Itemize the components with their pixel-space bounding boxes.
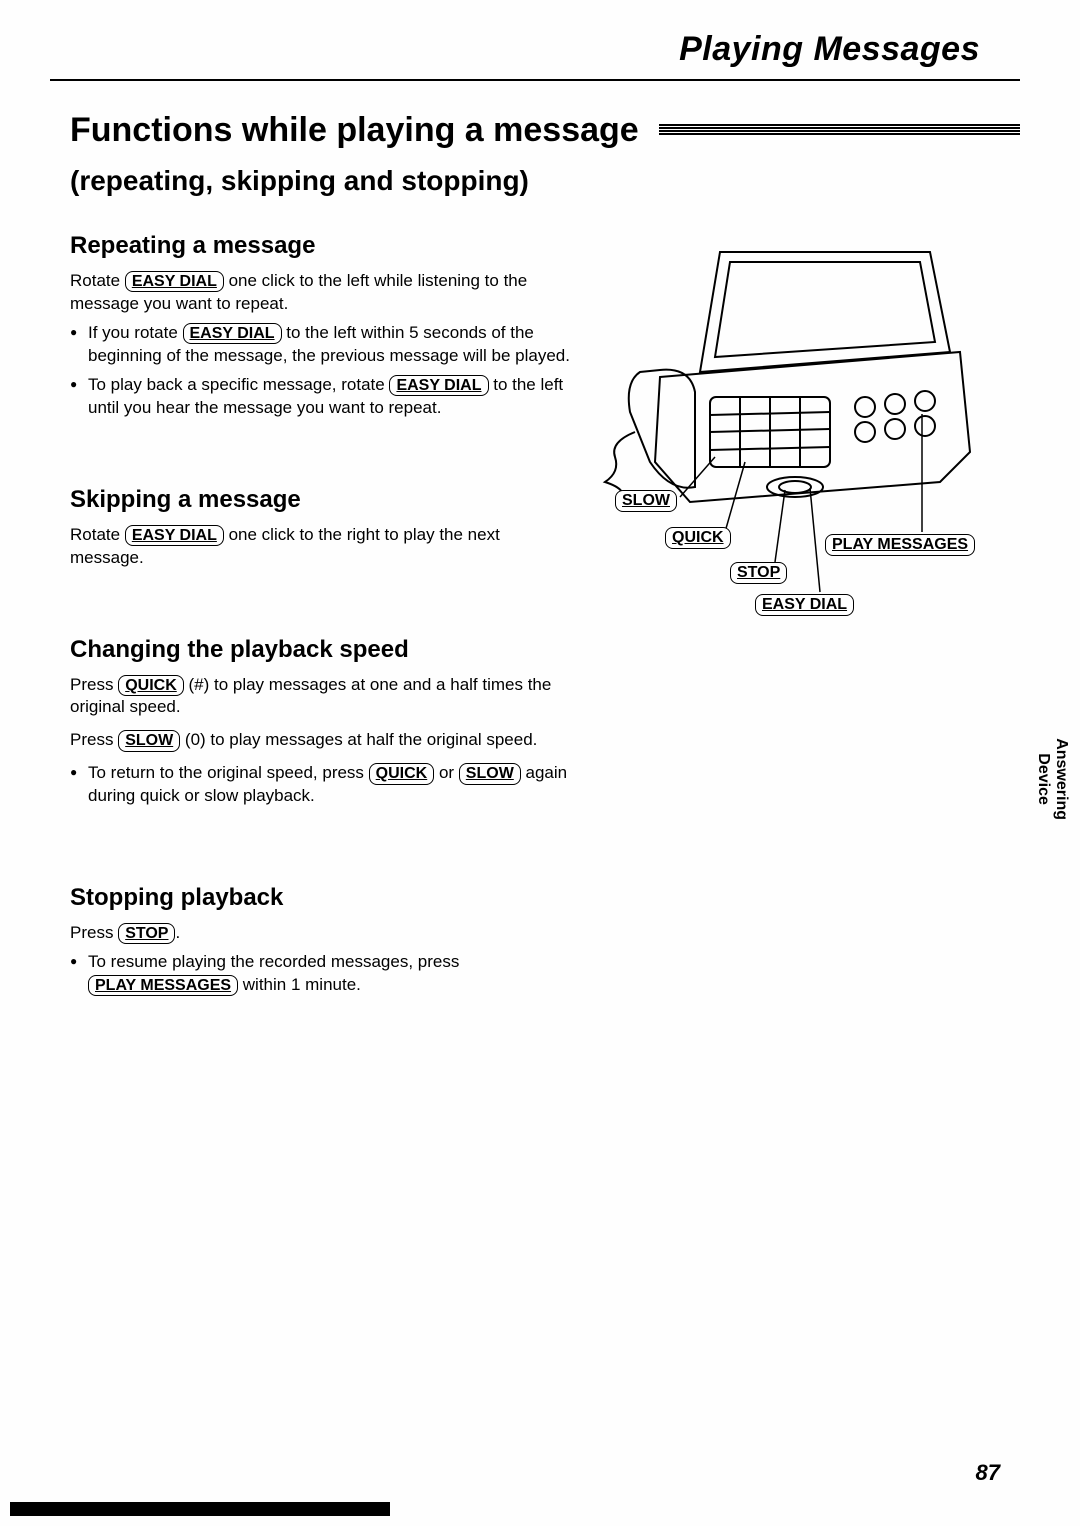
side-tab: Answering Device xyxy=(1034,738,1070,820)
speed-p1: Press QUICK (#) to play messages at one … xyxy=(70,674,570,720)
easy-dial-keycap: EASY DIAL xyxy=(125,271,224,292)
title-rule-icon xyxy=(659,124,1020,138)
callout-play-messages: PLAY MESSAGES xyxy=(825,534,975,556)
callout-quick: QUICK xyxy=(665,527,731,549)
repeating-intro: Rotate EASY DIAL one click to the left w… xyxy=(70,270,570,316)
side-tab-line2: Device xyxy=(1035,753,1052,805)
heading-repeating: Repeating a message xyxy=(70,232,570,260)
quick-keycap: QUICK xyxy=(369,763,435,784)
speed-bullet-1: To return to the original speed, press Q… xyxy=(70,762,570,808)
quick-keycap: QUICK xyxy=(118,675,184,696)
fax-machine-diagram: SLOW QUICK STOP EASY DIAL PLAY MESSAGES xyxy=(600,232,1000,632)
slow-keycap: SLOW xyxy=(118,730,180,751)
diagram-column: SLOW QUICK STOP EASY DIAL PLAY MESSAGES xyxy=(600,232,1020,1003)
slow-keycap: SLOW xyxy=(459,763,521,784)
main-title-row: Functions while playing a message xyxy=(70,111,1020,150)
stop-keycap: STOP xyxy=(118,923,175,944)
text-fragment: . xyxy=(175,923,180,942)
content-columns: Repeating a message Rotate EASY DIAL one… xyxy=(70,232,1020,1003)
subtitle: (repeating, skipping and stopping) xyxy=(70,165,1020,197)
heading-stopping: Stopping playback xyxy=(70,884,570,912)
horizontal-rule xyxy=(50,79,1020,81)
page-number: 87 xyxy=(976,1460,1000,1486)
callout-stop: STOP xyxy=(730,562,787,584)
easy-dial-keycap: EASY DIAL xyxy=(183,323,282,344)
text-fragment: within 1 minute. xyxy=(238,975,361,994)
skipping-intro: Rotate EASY DIAL one click to the right … xyxy=(70,524,570,570)
stopping-bullet-1: To resume playing the recorded messages,… xyxy=(70,951,570,997)
text-fragment: Rotate xyxy=(70,271,125,290)
text-fragment: To resume playing the recorded messages,… xyxy=(88,952,459,971)
repeating-bullet-2: To play back a specific message, rotate … xyxy=(70,374,570,420)
text-column: Repeating a message Rotate EASY DIAL one… xyxy=(70,232,570,1003)
fax-machine-icon xyxy=(600,232,1000,632)
callout-slow: SLOW xyxy=(615,490,677,512)
text-fragment: Press xyxy=(70,675,118,694)
easy-dial-keycap: EASY DIAL xyxy=(389,375,488,396)
text-fragment: If you rotate xyxy=(88,323,183,342)
repeating-bullet-1: If you rotate EASY DIAL to the left with… xyxy=(70,322,570,368)
play-messages-keycap: PLAY MESSAGES xyxy=(88,975,238,996)
text-fragment: (0) to play messages at half the origina… xyxy=(180,730,537,749)
text-fragment: To play back a specific message, rotate xyxy=(88,375,389,394)
main-title: Functions while playing a message xyxy=(70,111,639,150)
stopping-p1: Press STOP. xyxy=(70,922,570,945)
chapter-title: Playing Messages xyxy=(70,30,1020,69)
callout-easy-dial: EASY DIAL xyxy=(755,594,854,616)
easy-dial-keycap: EASY DIAL xyxy=(125,525,224,546)
text-fragment: Press xyxy=(70,730,118,749)
text-fragment: Press xyxy=(70,923,118,942)
bottom-bar-icon xyxy=(10,1502,390,1516)
text-fragment: To return to the original speed, press xyxy=(88,763,369,782)
text-fragment: Rotate xyxy=(70,525,125,544)
heading-speed: Changing the playback speed xyxy=(70,636,570,664)
side-tab-line1: Answering xyxy=(1053,738,1070,820)
speed-p2: Press SLOW (0) to play messages at half … xyxy=(70,729,570,752)
heading-skipping: Skipping a message xyxy=(70,486,570,514)
text-fragment: or xyxy=(434,763,459,782)
